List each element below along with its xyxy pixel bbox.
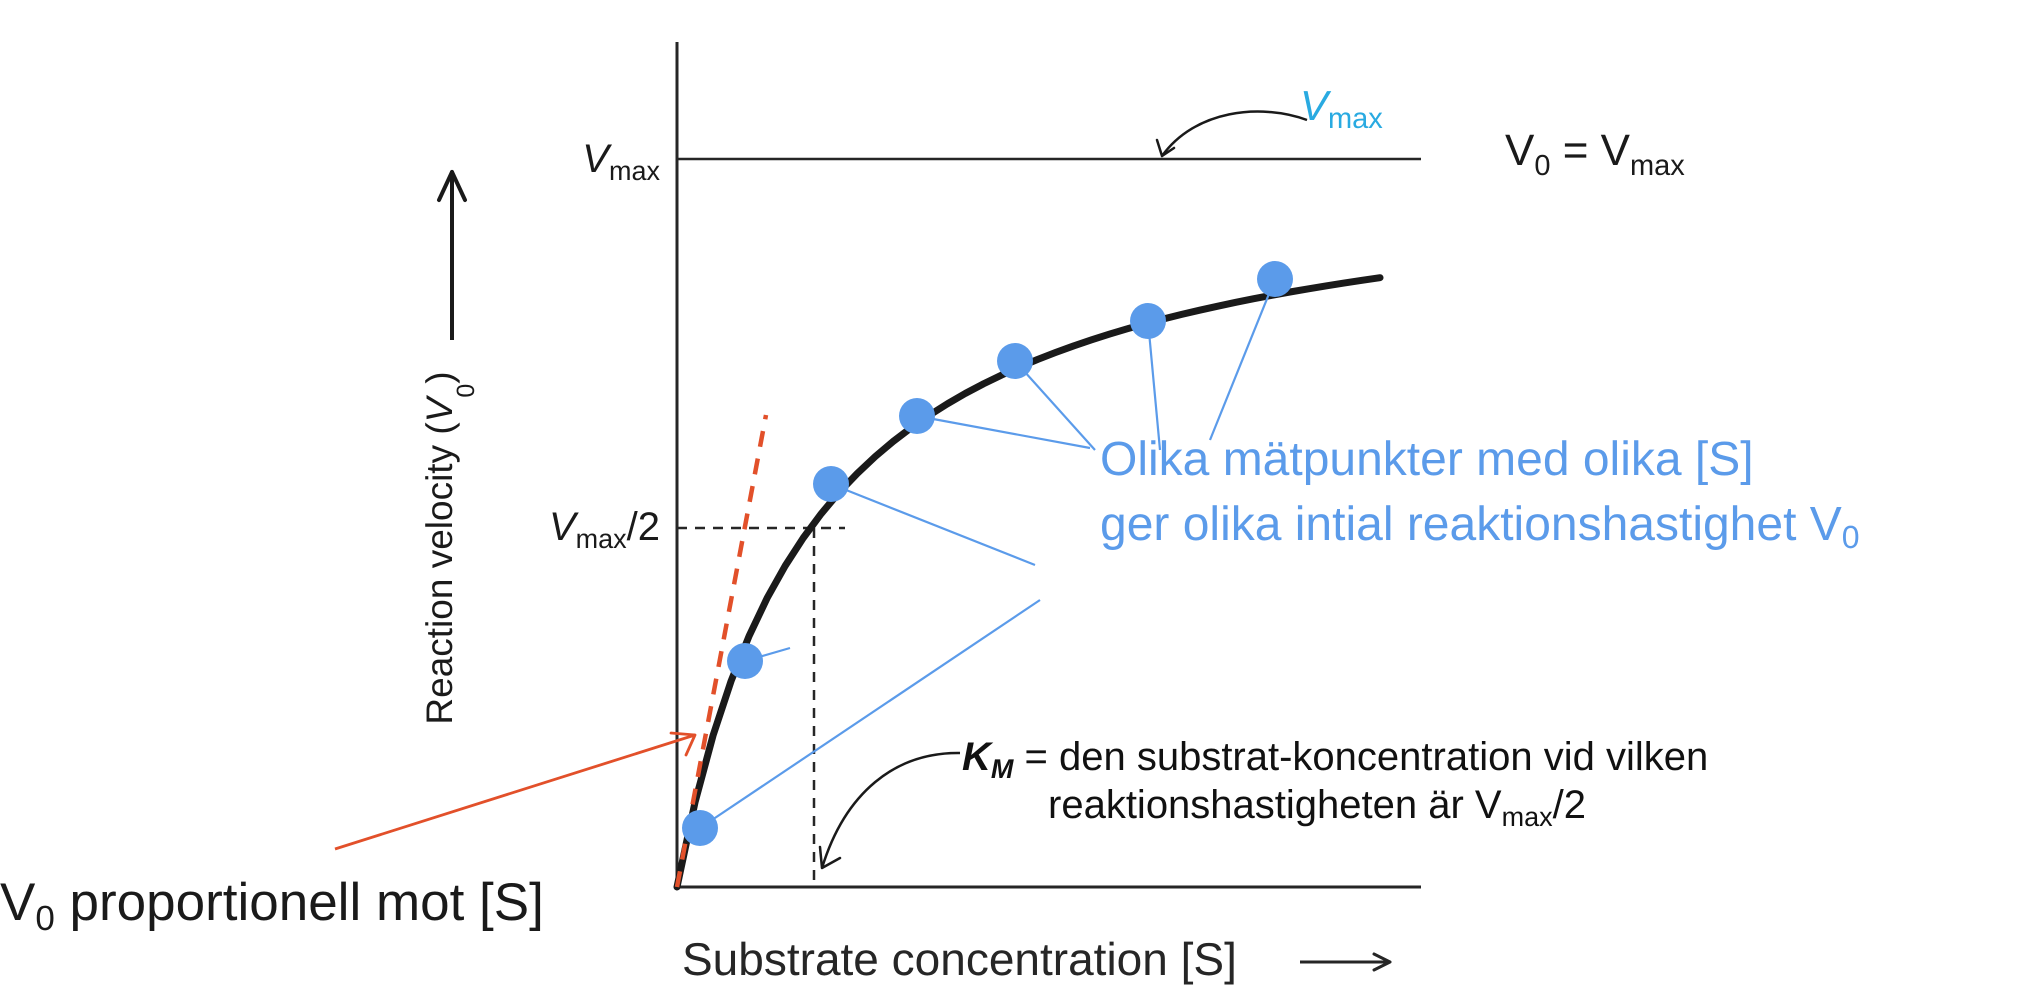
svg-text:Vmax: Vmax [582,137,660,186]
svg-text:Olika mätpunkter med olika [S]: Olika mätpunkter med olika [S] [1100,433,1754,486]
svg-text:Vmax/2: Vmax/2 [549,505,660,554]
svg-text:reaktionshastigheten är Vmax/2: reaktionshastigheten är Vmax/2 [1048,783,1586,832]
svg-text:ger olika intial reaktionshast: ger olika intial reaktionshastighet V0 [1100,498,1860,555]
svg-text:Reaction velocity (V0): Reaction velocity (V0) [419,371,480,724]
svg-text:Substrate concentration [S]: Substrate concentration [S] [682,933,1237,985]
svg-text:KM = den substrat-koncentratio: KM = den substrat-koncentration vid vilk… [962,735,1708,784]
svg-text:V0 = Vmax: V0 = Vmax [1505,126,1685,182]
svg-text:V0 proportionell mot [S]: V0 proportionell mot [S] [0,873,544,938]
svg-text:Vmax: Vmax [1300,82,1383,135]
